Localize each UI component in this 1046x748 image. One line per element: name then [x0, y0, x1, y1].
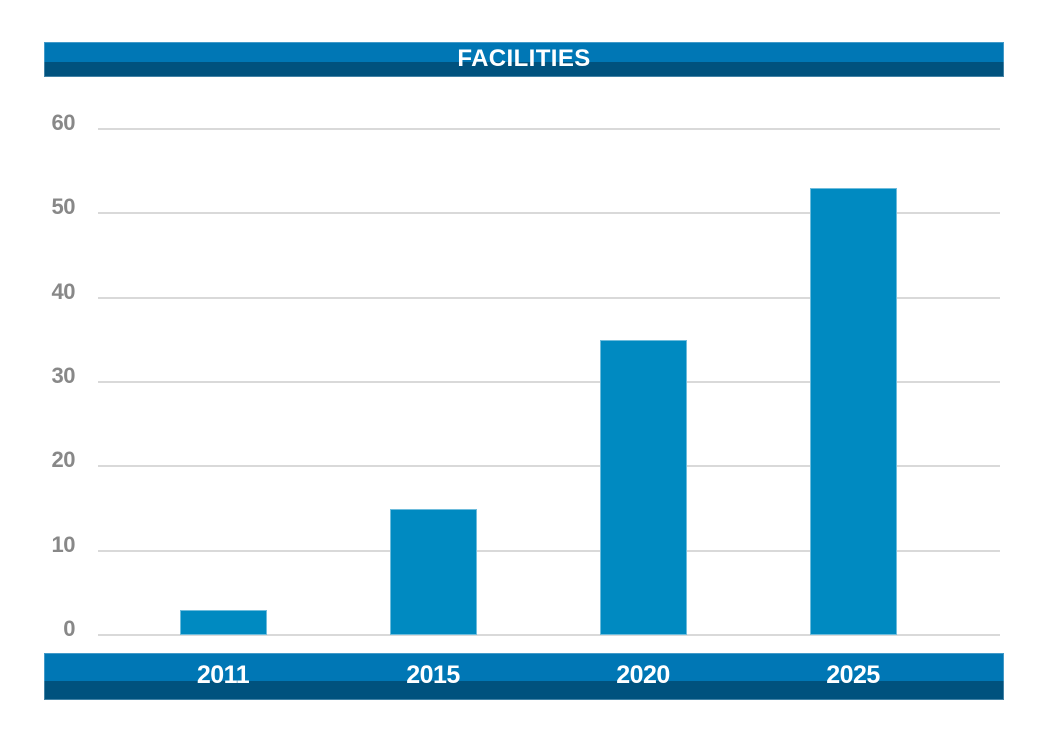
x-axis-label-2011: 2011 [196, 661, 250, 689]
gridline-50 [98, 212, 1000, 215]
y-axis-tick-label-60: 60 [51, 110, 76, 135]
chart-title: FACILITIES [457, 45, 591, 72]
bar-slot-2025 [748, 129, 958, 635]
x-axis-label-2015: 2015 [406, 661, 460, 689]
x-axis-bar: 2011 2015 2020 2025 [44, 653, 1004, 700]
bar-slot-2015 [328, 129, 538, 635]
bar-slot-2011 [118, 129, 328, 635]
gridline-30 [98, 381, 1000, 383]
gridline-40 [98, 296, 1000, 299]
y-axis-tick-label-40: 40 [51, 278, 76, 304]
x-axis-label-2020: 2020 [616, 661, 670, 689]
bar-2025 [809, 188, 897, 635]
y-axis-tick-label-10: 10 [51, 531, 76, 557]
gridline-10 [98, 549, 1000, 552]
y-axis-tick-label-50: 50 [51, 194, 76, 220]
chart-title-bar: FACILITIES [44, 42, 1004, 77]
y-axis-tick-label-20: 20 [51, 447, 76, 473]
bar-slot-2020 [538, 129, 748, 635]
x-axis-labels: 2011 2015 2020 2025 [118, 653, 958, 700]
bar-2011 [179, 609, 267, 635]
x-axis-label-2025: 2025 [826, 661, 880, 689]
gridline-60 [98, 128, 1000, 130]
bar-2020 [599, 339, 687, 635]
bar-2015 [389, 508, 477, 635]
gridline-0 [98, 634, 1000, 636]
y-axis-tick-label-0: 0 [63, 616, 75, 641]
bar-series [118, 129, 958, 635]
gridline-20 [98, 465, 1000, 468]
y-axis: 0 10 20 30 40 50 60 [0, 112, 76, 640]
plot-area [98, 128, 1000, 636]
y-axis-tick-label-30: 30 [51, 363, 76, 388]
